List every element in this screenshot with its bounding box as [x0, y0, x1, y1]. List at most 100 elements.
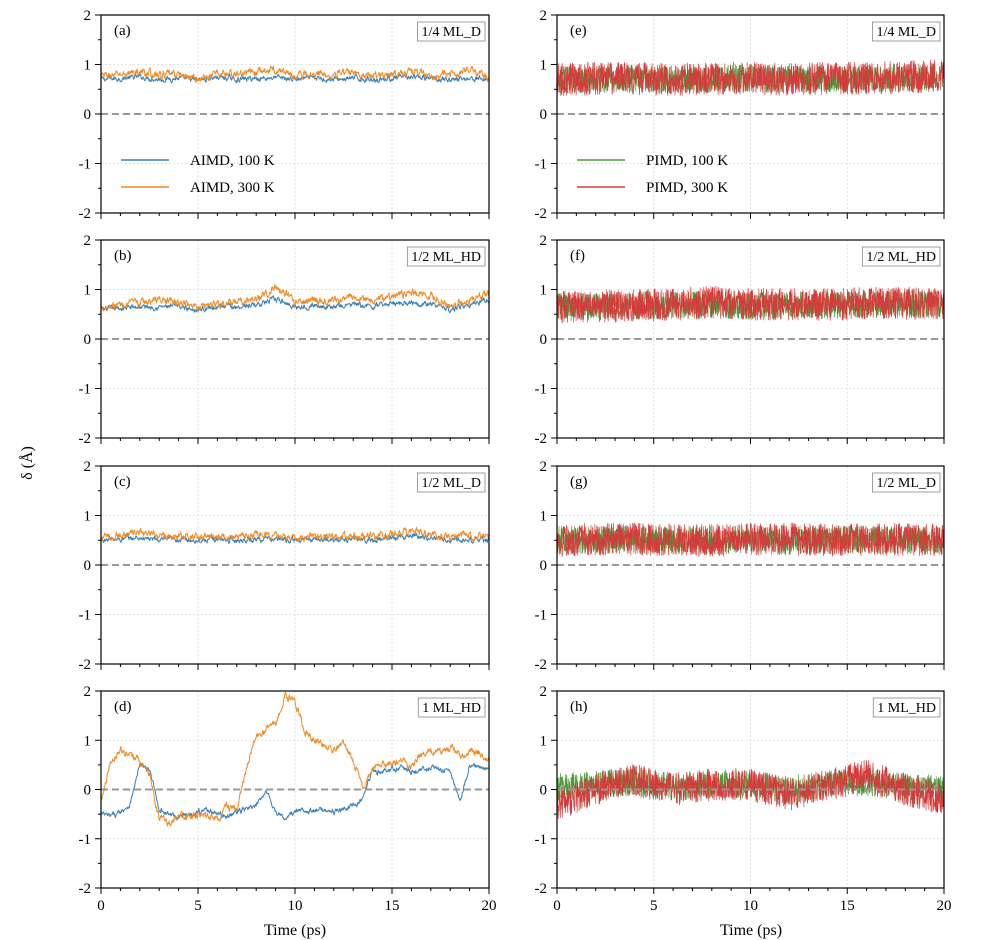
panel-e: 2 1 0 -1 -2 (e) 1/4 ML_D PIMD, 100 K PIMD, 300 K — [535, 8, 945, 222]
legend-label: PIMD, 300 K — [646, 180, 728, 196]
panel-label: (h) — [570, 699, 588, 715]
y-tick-label: 2 — [84, 459, 92, 475]
y-tick-label: -2 — [535, 881, 548, 897]
y-tick-label: 0 — [540, 332, 548, 348]
y-tick-label: 1 — [84, 58, 92, 74]
y-tick-label: 2 — [540, 459, 548, 475]
legend-label: PIMD, 100 K — [646, 153, 728, 169]
annotation-text: 1/2 ML_D — [422, 476, 482, 491]
y-tick-label: -1 — [79, 157, 92, 173]
y-tick-label: 1 — [540, 58, 548, 74]
annotation-text: 1/2 ML_HD — [866, 250, 936, 265]
annotation-box — [872, 697, 941, 718]
annotation-box — [861, 246, 941, 267]
panel-d: 210-1-20 5 10 15 20(d) 1 ML_HD — [79, 684, 497, 914]
series-line — [101, 691, 489, 827]
y-tick-label: 1 — [84, 733, 92, 749]
panel-label: (e) — [570, 23, 587, 39]
y-tick-label: 0 — [540, 558, 548, 574]
y-tick-label: 2 — [84, 8, 92, 24]
panel-g: 2 1 0 -1 -2 (g) 1/2 ML_D — [535, 459, 945, 673]
series-group — [101, 526, 489, 544]
y-tick-label: -2 — [79, 657, 92, 673]
y-tick-label: 0 — [84, 783, 92, 799]
series-group — [101, 691, 489, 827]
series-group — [557, 285, 944, 324]
series-group — [557, 759, 944, 820]
y-tick-label: 0 — [540, 107, 548, 123]
annotation-text: 1 ML_HD — [877, 701, 936, 716]
x-tick-label: 15 — [385, 898, 400, 914]
x-axis-title-left: Time (ps) — [264, 922, 326, 939]
y-tick-label: 2 — [84, 684, 92, 700]
y-tick-label: -2 — [79, 881, 92, 897]
panel-h: 210-1-20 5 10 15 20(h) 1 ML_HD — [535, 684, 952, 914]
x-tick-label: 10 — [743, 898, 758, 914]
panel-label: (c) — [114, 474, 131, 490]
annotation-box — [417, 21, 486, 42]
y-tick-label: -2 — [535, 431, 548, 447]
y-tick-label: -2 — [535, 657, 548, 673]
y-tick-label: 1 — [540, 509, 548, 525]
series-group — [557, 59, 944, 96]
panel-a: 2 1 0 -1 -2 (a) 1/4 ML_D AIMD, 100 K AIMD, 300 K — [79, 8, 490, 222]
annotation-text: 1/4 ML_D — [422, 25, 482, 40]
series-line — [101, 65, 489, 84]
y-tick-label: -2 — [79, 206, 92, 222]
series-line — [557, 522, 944, 557]
y-tick-label: 2 — [84, 233, 92, 249]
panel-label: (f) — [570, 248, 585, 264]
series-line — [101, 762, 489, 821]
y-tick-label: 2 — [540, 233, 548, 249]
x-axis-title-right: Time (ps) — [720, 922, 782, 939]
series-line — [101, 526, 489, 543]
annotation-box — [872, 21, 941, 42]
y-tick-label: -1 — [535, 157, 548, 173]
panel-label: (a) — [114, 23, 131, 39]
x-tick-label: 5 — [194, 898, 202, 914]
x-tick-label: 20 — [482, 898, 497, 914]
y-tick-label: -1 — [79, 382, 92, 398]
y-tick-label: 0 — [84, 332, 92, 348]
annotation-text: 1 ML_HD — [422, 701, 481, 716]
x-tick-label: 0 — [553, 898, 561, 914]
legend-label: AIMD, 100 K — [190, 153, 275, 169]
panel-label: (b) — [114, 248, 132, 264]
series-line — [557, 759, 944, 820]
series-group — [101, 65, 489, 84]
annotation-box — [417, 697, 486, 718]
y-tick-label: 2 — [540, 684, 548, 700]
panel-f: 2 1 0 -1 -2 (f) 1/2 ML_HD — [535, 233, 945, 447]
series-group — [557, 522, 944, 557]
y-tick-label: 1 — [84, 509, 92, 525]
y-tick-label: -1 — [79, 832, 92, 848]
x-tick-label: 10 — [288, 898, 303, 914]
legend: PIMD, 100 K PIMD, 300 K — [577, 153, 728, 196]
y-tick-label: 0 — [540, 783, 548, 799]
series-line — [101, 284, 489, 312]
x-tick-label: 20 — [937, 898, 952, 914]
y-tick-label: 2 — [540, 8, 548, 24]
series-line — [557, 285, 944, 324]
y-tick-label: 0 — [84, 558, 92, 574]
y-tick-label: 1 — [84, 283, 92, 299]
y-tick-label: -1 — [535, 382, 548, 398]
x-tick-label: 15 — [840, 898, 855, 914]
x-tick-label: 0 — [97, 898, 105, 914]
y-tick-label: 1 — [540, 283, 548, 299]
legend: AIMD, 100 K AIMD, 300 K — [121, 153, 275, 196]
panel-b: 2 1 0 -1 -2 (b) 1/2 ML_HD — [79, 233, 490, 447]
panel-c: 2 1 0 -1 -2 (c) 1/2 ML_D — [79, 459, 490, 673]
series-line — [557, 59, 944, 96]
y-tick-label: 0 — [84, 107, 92, 123]
annotation-text: 1/4 ML_D — [877, 25, 937, 40]
y-tick-label: -1 — [79, 608, 92, 624]
y-axis-title: δ (Å) — [18, 446, 36, 480]
y-tick-label: -2 — [79, 431, 92, 447]
y-tick-label: -2 — [535, 206, 548, 222]
series-group — [101, 284, 489, 314]
y-tick-label: -1 — [535, 608, 548, 624]
annotation-text: 1/2 ML_HD — [411, 250, 481, 265]
annotation-text: 1/2 ML_D — [877, 476, 937, 491]
